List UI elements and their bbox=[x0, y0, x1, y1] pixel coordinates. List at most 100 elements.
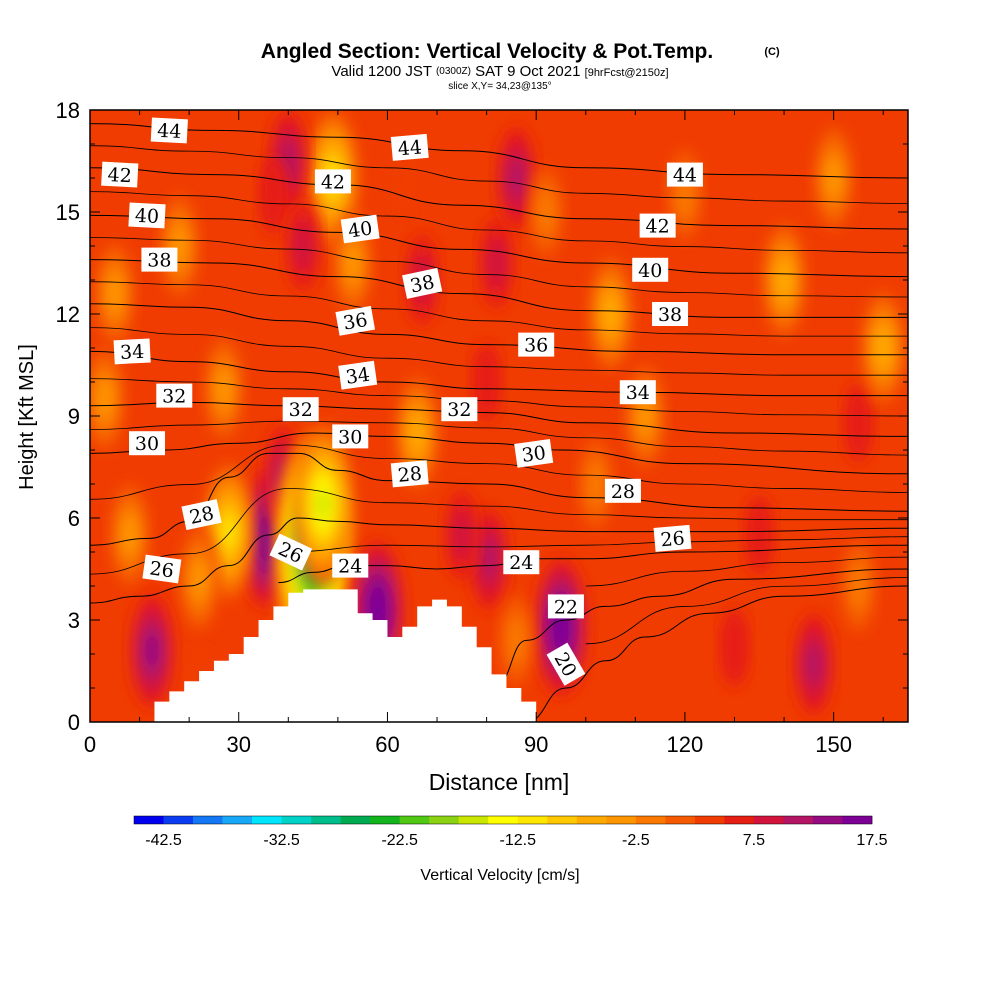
colorbar-swatch bbox=[488, 816, 519, 824]
terrain bbox=[139, 589, 537, 722]
velocity-cell bbox=[496, 127, 537, 229]
contour-label: 30 bbox=[332, 424, 369, 449]
isentrope-line bbox=[90, 444, 908, 500]
contour-label-box bbox=[666, 162, 703, 187]
isentrope-line bbox=[90, 191, 908, 254]
velocity-contour bbox=[96, 378, 114, 420]
y-tick-label: 9 bbox=[68, 404, 80, 429]
velocity-cell bbox=[843, 383, 874, 462]
contour-label: 36 bbox=[518, 332, 555, 357]
colorbar-swatch bbox=[222, 816, 253, 824]
contour-label-text: 44 bbox=[397, 136, 423, 160]
y-tick-label: 0 bbox=[68, 710, 80, 735]
velocity-cell bbox=[179, 528, 219, 631]
velocity-contour bbox=[259, 522, 273, 555]
velocity-contour bbox=[451, 510, 473, 560]
contour-label-box bbox=[332, 553, 369, 578]
velocity-contour bbox=[506, 615, 527, 666]
velocity-contour bbox=[875, 330, 891, 366]
y-tick-label: 18 bbox=[56, 98, 80, 123]
velocity-contour bbox=[121, 514, 139, 556]
contour-label-text: 32 bbox=[162, 386, 186, 408]
velocity-cell bbox=[578, 439, 614, 529]
contour-label: 26 bbox=[142, 554, 182, 584]
colorbar-swatch bbox=[842, 816, 873, 824]
contour-label-box bbox=[518, 332, 555, 357]
velocity-contour bbox=[471, 343, 502, 421]
contour-label-box bbox=[181, 499, 222, 531]
contour-label: 22 bbox=[547, 594, 584, 619]
velocity-contour bbox=[719, 608, 750, 687]
contour-label-text: 22 bbox=[554, 596, 578, 618]
contour-label-box bbox=[604, 478, 641, 503]
valid-prefix: Valid 1200 JST bbox=[331, 63, 431, 80]
colorbar-swatch bbox=[134, 816, 164, 824]
velocity-contour bbox=[258, 156, 289, 234]
velocity-contour bbox=[215, 368, 233, 410]
colorbar-swatch bbox=[281, 816, 312, 824]
contour-label-box bbox=[335, 305, 376, 336]
isentrope-line bbox=[496, 568, 908, 686]
colorbar-swatch bbox=[576, 816, 607, 824]
colorbar-swatch bbox=[163, 816, 194, 824]
contour-label: 38 bbox=[652, 302, 689, 326]
contour-label-box bbox=[619, 380, 656, 405]
contour-label-text: 28 bbox=[188, 502, 216, 529]
contour-label-text: 40 bbox=[638, 260, 662, 282]
colorbar-swatch bbox=[429, 816, 460, 824]
velocity-contour bbox=[805, 643, 823, 685]
velocity-cell bbox=[813, 127, 854, 229]
contour-label: 38 bbox=[402, 267, 443, 299]
valid-date: SAT 9 Oct 2021 bbox=[475, 63, 580, 80]
contour-label-box bbox=[332, 424, 369, 449]
velocity-contour bbox=[316, 489, 330, 519]
contour-label-text: 32 bbox=[289, 399, 313, 421]
contour-label-box bbox=[514, 439, 554, 468]
contour-label: 44 bbox=[390, 133, 429, 161]
velocity-contour bbox=[292, 221, 314, 271]
contour-label-box bbox=[390, 133, 429, 161]
velocity-contour bbox=[602, 296, 619, 332]
contour-label-text: 26 bbox=[660, 527, 686, 551]
velocity-contour bbox=[144, 632, 160, 669]
colorbar-swatch bbox=[606, 816, 637, 824]
colorbar-swatch bbox=[547, 816, 578, 824]
colorbar-tick-label: -32.5 bbox=[263, 832, 300, 849]
colorbar-swatch bbox=[399, 816, 430, 824]
isentrope-line bbox=[90, 237, 908, 298]
contour-label-box bbox=[113, 338, 151, 365]
contour-label-box bbox=[269, 533, 313, 571]
slice-info: slice X,Y= 34,23@135° bbox=[448, 81, 551, 92]
velocity-cell bbox=[719, 608, 750, 687]
contour-label-text: 34 bbox=[626, 382, 650, 404]
valid-utc: (0300Z) bbox=[436, 66, 471, 77]
contour-label: 44 bbox=[150, 117, 188, 144]
contour-label-text: 36 bbox=[524, 335, 548, 357]
colorbar-swatch bbox=[694, 816, 725, 824]
velocity-cell bbox=[109, 484, 150, 586]
velocity-contour bbox=[409, 415, 425, 451]
contour-label-text: 30 bbox=[135, 433, 159, 455]
contour-label-box bbox=[639, 213, 676, 238]
isentrope-line bbox=[90, 303, 908, 356]
contour-label-box bbox=[546, 642, 586, 686]
velocity-cell bbox=[395, 376, 440, 490]
velocity-cell bbox=[528, 167, 564, 257]
colorbar-tick-label: 17.5 bbox=[856, 832, 887, 849]
contour-label: 36 bbox=[335, 305, 376, 336]
contour-label-text: 36 bbox=[342, 309, 370, 335]
contour-label-box bbox=[101, 161, 139, 188]
x-axis-ticks: 0 30 60 90 120 150 bbox=[84, 110, 884, 757]
velocity-contour bbox=[106, 273, 124, 314]
velocity-cell bbox=[389, 145, 416, 211]
colorbar-swatch bbox=[812, 816, 843, 824]
contour-label-text: 34 bbox=[344, 364, 371, 389]
contour-label-box bbox=[402, 267, 443, 299]
isentrope-lines bbox=[90, 123, 908, 722]
contour-label: 30 bbox=[129, 431, 166, 456]
velocity-cell bbox=[794, 613, 834, 716]
x-tick-label: 60 bbox=[375, 732, 399, 757]
velocity-cell bbox=[498, 595, 534, 686]
